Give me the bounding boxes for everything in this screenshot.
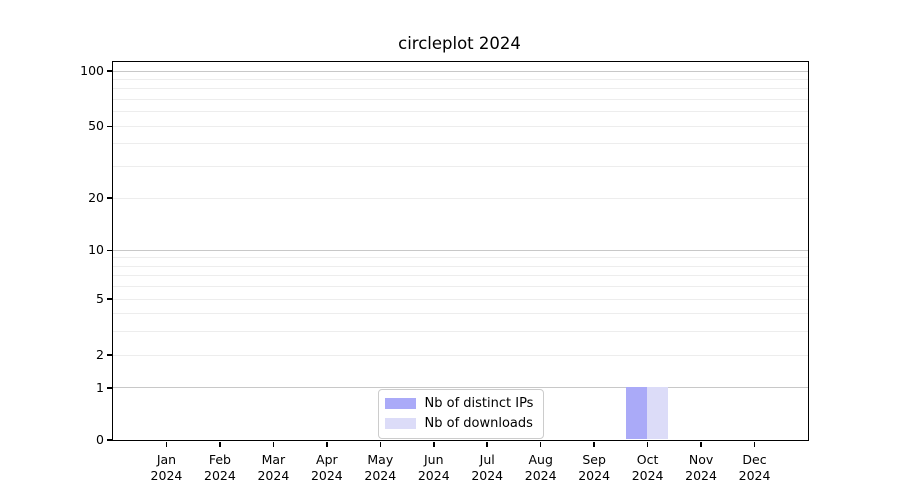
x-tick-month: Feb: [208, 452, 231, 467]
y-tick-label-5: 5: [96, 291, 104, 307]
legend-label-downloads: Nb of downloads: [424, 415, 533, 431]
y-tick-label-100: 100: [80, 63, 104, 79]
x-tick-label-mar: Mar 2024: [246, 452, 300, 483]
gridline-major-10: [112, 249, 808, 251]
chart-title: circleplot 2024: [398, 34, 521, 53]
x-tick-jan: [165, 441, 168, 447]
gridline-minor-20: [112, 197, 808, 199]
gridline-minor-4: [112, 313, 808, 315]
y-tick-label-20: 20: [88, 190, 104, 205]
x-tick-nov: [700, 441, 702, 447]
x-tick-month: Sep: [582, 452, 606, 467]
y-tick-1: [106, 387, 112, 389]
x-tick-year: 2024: [524, 467, 557, 483]
y-tick-label-1: 1: [96, 379, 104, 395]
x-tick-label-dec: Dec 2024: [728, 452, 782, 483]
gridline-minor-8: [112, 265, 808, 267]
x-tick-apr: [326, 441, 328, 447]
gridline-minor-6: [112, 286, 808, 288]
x-tick-label-jan: Jan 2024: [139, 452, 193, 483]
x-tick-year: 2024: [417, 467, 450, 483]
x-tick-month: Dec: [742, 452, 767, 467]
x-tick-label-may: May 2024: [353, 452, 407, 483]
legend: Nb of distinct IPs Nb of downloads: [377, 388, 545, 440]
x-tick-month: Jan: [156, 452, 177, 467]
gridline-minor-3: [112, 331, 808, 333]
plot-area: Nb of distinct IPs Nb of downloads: [111, 60, 809, 441]
y-tick-20: [106, 197, 112, 199]
gridline-major-1: [112, 387, 808, 389]
x-tick-month: Mar: [261, 452, 286, 467]
gridline-minor-40: [112, 143, 808, 145]
x-tick-sep: [593, 441, 595, 447]
x-tick-month: Aug: [528, 452, 553, 467]
x-tick-mar: [272, 441, 275, 447]
x-tick-jul: [486, 441, 488, 447]
gridline-minor-60: [112, 111, 808, 113]
y-tick-50: [106, 125, 112, 128]
x-tick-month: Apr: [316, 452, 338, 467]
x-tick-month: Jun: [424, 452, 444, 467]
x-tick-year: 2024: [685, 467, 717, 483]
x-tick-year: 2024: [150, 467, 183, 483]
x-tick-month: Nov: [688, 452, 714, 467]
y-tick-100: [106, 70, 112, 72]
x-tick-label-nov: Nov 2024: [674, 452, 728, 483]
gridline-minor-70: [112, 99, 808, 101]
x-tick-label-apr: Apr 2024: [300, 452, 354, 483]
gridline-minor-9: [112, 257, 808, 259]
gridline-minor-90: [112, 79, 808, 81]
x-tick-year: 2024: [578, 467, 611, 483]
y-tick-2: [106, 354, 112, 356]
x-tick-label-jun: Jun 2024: [407, 452, 461, 483]
x-tick-year: 2024: [738, 467, 771, 483]
legend-label-distinct-ips: Nb of distinct IPs: [424, 395, 534, 411]
x-tick-month: Oct: [636, 452, 659, 467]
x-tick-dec: [753, 441, 756, 447]
x-tick-oct: [646, 441, 649, 447]
bar-nb-of-distinct-ips-oct: [625, 387, 648, 440]
legend-item-distinct-ips: Nb of distinct IPs: [384, 395, 534, 411]
gridline-minor-80: [112, 88, 808, 90]
x-tick-month: Jul: [479, 452, 495, 467]
gridline-minor-30: [112, 166, 808, 168]
legend-item-downloads: Nb of downloads: [384, 415, 534, 431]
x-tick-year: 2024: [631, 467, 664, 483]
x-tick-may: [379, 441, 382, 447]
x-tick-month: May: [367, 452, 394, 467]
x-tick-feb: [219, 441, 221, 447]
legend-swatch-downloads: [384, 418, 416, 430]
x-tick-year: 2024: [204, 467, 236, 483]
y-tick-0: [106, 439, 112, 441]
x-tick-year: 2024: [257, 467, 290, 483]
legend-swatch-distinct-ips: [384, 398, 416, 410]
x-tick-label-aug: Aug 2024: [514, 452, 568, 483]
gridline-major-100: [112, 70, 808, 72]
x-tick-aug: [539, 441, 542, 447]
y-tick-label-50: 50: [88, 118, 104, 134]
x-tick-year: 2024: [310, 467, 343, 483]
x-tick-year: 2024: [471, 467, 504, 483]
gridline-minor-2: [112, 354, 808, 356]
y-tick-10: [106, 249, 112, 251]
x-tick-label-sep: Sep 2024: [567, 452, 621, 483]
x-tick-year: 2024: [364, 467, 397, 483]
gridline-minor-50: [112, 125, 808, 127]
y-tick-label-10: 10: [88, 242, 104, 258]
x-tick-jun: [433, 441, 435, 447]
gridline-minor-5: [112, 298, 808, 300]
y-tick-label-0: 0: [96, 432, 104, 447]
x-tick-label-feb: Feb 2024: [193, 452, 247, 483]
gridline-minor-7: [112, 275, 808, 277]
y-tick-5: [106, 298, 112, 300]
bar-nb-of-downloads-oct: [647, 387, 669, 440]
y-tick-label-2: 2: [96, 347, 104, 363]
x-tick-label-jul: Jul 2024: [460, 452, 514, 483]
x-tick-label-oct: Oct 2024: [621, 452, 675, 483]
